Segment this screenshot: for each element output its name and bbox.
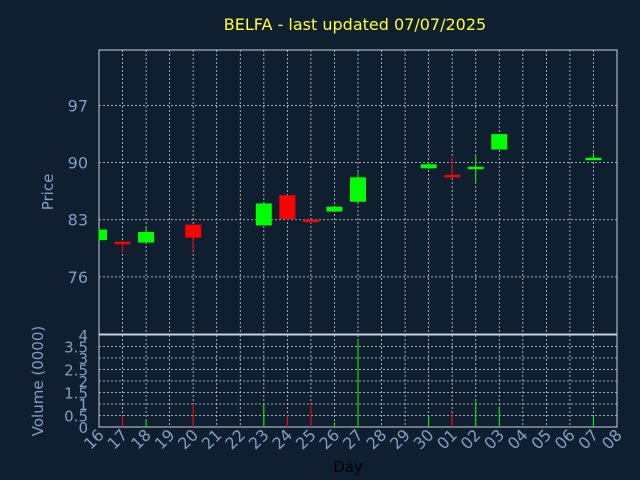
volume-tick-label: 2 bbox=[78, 373, 88, 391]
candle-body-02 bbox=[467, 166, 484, 170]
volume-tick-label: 2.5 bbox=[64, 362, 88, 380]
candle-body-25 bbox=[302, 219, 319, 223]
candle-body-03 bbox=[491, 134, 508, 150]
candle-body-26 bbox=[326, 206, 343, 212]
candle-body-24 bbox=[279, 195, 296, 219]
volume-axis-label: Volume (0000) bbox=[29, 326, 47, 436]
volume-tick-label: 1.5 bbox=[64, 385, 88, 403]
price-tick-label: 97 bbox=[68, 96, 88, 115]
x-axis-ticks: 1617181920212223242526272829300102030405… bbox=[80, 425, 626, 453]
price-tick-label: 83 bbox=[68, 211, 88, 230]
candle-body-18 bbox=[138, 231, 155, 243]
x-axis-label: Day bbox=[333, 458, 363, 476]
chart-title: BELFA - last updated 07/07/2025 bbox=[224, 15, 486, 34]
price-frame bbox=[98, 49, 618, 335]
candle-body-07 bbox=[585, 157, 602, 161]
volume-tick-label: 1 bbox=[78, 396, 88, 414]
price-panel: 76 83 90 97 bbox=[68, 49, 618, 335]
volume-tick-label: 3 bbox=[78, 350, 88, 368]
volume-tick-label: 0.5 bbox=[64, 408, 88, 426]
volume-panel: 00.511.522.533.54 bbox=[64, 327, 618, 437]
candle-body-01 bbox=[444, 174, 461, 178]
candle-body-27 bbox=[350, 177, 366, 202]
price-tick-label: 76 bbox=[68, 268, 88, 287]
candle-body-30 bbox=[420, 164, 437, 169]
candle-body-23 bbox=[255, 203, 272, 226]
volume-tick-label: 4 bbox=[78, 327, 88, 345]
price-tick-label: 90 bbox=[68, 154, 88, 173]
volume-tick-label: 3.5 bbox=[64, 339, 88, 357]
candle-body-20 bbox=[185, 224, 202, 238]
candle-body-17 bbox=[114, 241, 131, 245]
candle-body-16 bbox=[99, 229, 107, 241]
price-axis-label: Price bbox=[39, 174, 57, 211]
volume-tick-label: 0 bbox=[78, 419, 88, 437]
